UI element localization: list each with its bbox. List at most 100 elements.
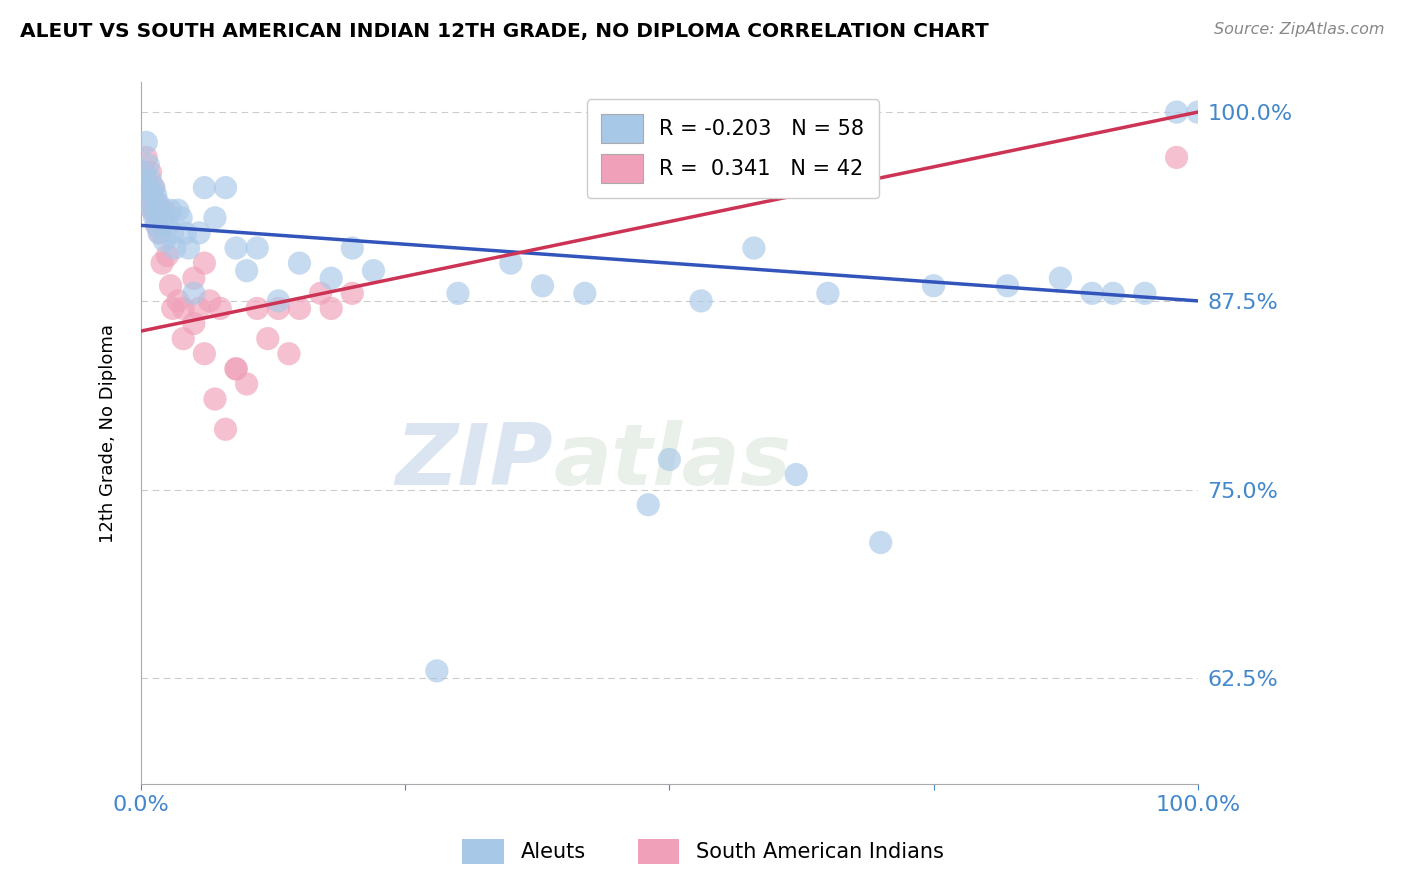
Point: [146, 203, 169, 218]
Point: [170, 211, 193, 225]
Point: [209, 301, 232, 316]
Point: [267, 293, 290, 308]
Point: [138, 158, 160, 172]
Point: [225, 361, 247, 376]
Point: [447, 286, 470, 301]
Point: [321, 301, 343, 316]
Point: [225, 361, 247, 376]
Point: [136, 180, 159, 194]
Point: [145, 195, 167, 210]
Y-axis label: 12th Grade, No Diploma: 12th Grade, No Diploma: [100, 324, 117, 542]
Point: [225, 241, 247, 255]
Point: [637, 498, 659, 512]
Point: [183, 317, 205, 331]
Point: [142, 203, 165, 218]
Point: [162, 226, 184, 240]
Legend: R = -0.203   N = 58, R =  0.341   N = 42: R = -0.203 N = 58, R = 0.341 N = 42: [586, 99, 879, 198]
Point: [309, 286, 332, 301]
Point: [204, 211, 226, 225]
Point: [214, 180, 236, 194]
Point: [321, 271, 343, 285]
Point: [342, 241, 364, 255]
Point: [145, 188, 167, 202]
Point: [1133, 286, 1156, 301]
Point: [235, 376, 257, 391]
Point: [235, 263, 257, 277]
Point: [1102, 286, 1125, 301]
Point: [817, 286, 839, 301]
Point: [214, 422, 236, 436]
Point: [177, 241, 200, 255]
Point: [574, 286, 596, 301]
Point: [198, 293, 221, 308]
Point: [246, 301, 269, 316]
Point: [499, 256, 522, 270]
Point: [342, 286, 364, 301]
Point: [1166, 105, 1188, 120]
Point: [172, 332, 194, 346]
Point: [159, 278, 181, 293]
Point: [146, 219, 169, 233]
Point: [288, 256, 311, 270]
Point: [139, 173, 162, 187]
Text: Source: ZipAtlas.com: Source: ZipAtlas.com: [1215, 22, 1385, 37]
Point: [138, 195, 160, 210]
Point: [163, 241, 186, 255]
Point: [167, 203, 190, 218]
Point: [134, 165, 156, 179]
Point: [149, 203, 172, 218]
Text: ZIP: ZIP: [395, 419, 553, 502]
Point: [142, 203, 165, 218]
Point: [193, 180, 215, 194]
Point: [153, 203, 176, 218]
Point: [159, 203, 181, 218]
Point: [1187, 105, 1209, 120]
Point: [426, 664, 449, 678]
Point: [1166, 150, 1188, 164]
Point: [148, 226, 170, 240]
Point: [267, 301, 290, 316]
Point: [1081, 286, 1104, 301]
Point: [183, 286, 205, 301]
Point: [1049, 271, 1071, 285]
Point: [363, 263, 385, 277]
Point: [172, 301, 194, 316]
Point: [869, 535, 891, 549]
Point: [142, 180, 165, 194]
Point: [141, 188, 163, 202]
Point: [690, 293, 713, 308]
Point: [146, 219, 169, 233]
Point: [922, 278, 945, 293]
Point: [531, 278, 554, 293]
Point: [156, 249, 179, 263]
Point: [204, 392, 226, 406]
Point: [141, 188, 163, 202]
Point: [146, 195, 169, 210]
Point: [277, 347, 299, 361]
Point: [188, 226, 211, 240]
Point: [174, 226, 197, 240]
Point: [183, 271, 205, 285]
Point: [135, 136, 157, 150]
Point: [167, 293, 190, 308]
Point: [135, 150, 157, 164]
Point: [193, 256, 215, 270]
Point: [138, 195, 160, 210]
Point: [188, 301, 211, 316]
Point: [153, 234, 176, 248]
Point: [193, 347, 215, 361]
Legend: Aleuts, South American Indians: Aleuts, South American Indians: [454, 830, 952, 872]
Point: [785, 150, 807, 164]
Point: [138, 180, 160, 194]
Point: [134, 165, 156, 179]
Point: [997, 278, 1019, 293]
Point: [658, 452, 681, 467]
Point: [142, 180, 165, 194]
Point: [156, 219, 179, 233]
Point: [162, 301, 184, 316]
Point: [139, 165, 162, 179]
Point: [288, 301, 311, 316]
Point: [149, 226, 172, 240]
Point: [150, 211, 173, 225]
Point: [143, 211, 166, 225]
